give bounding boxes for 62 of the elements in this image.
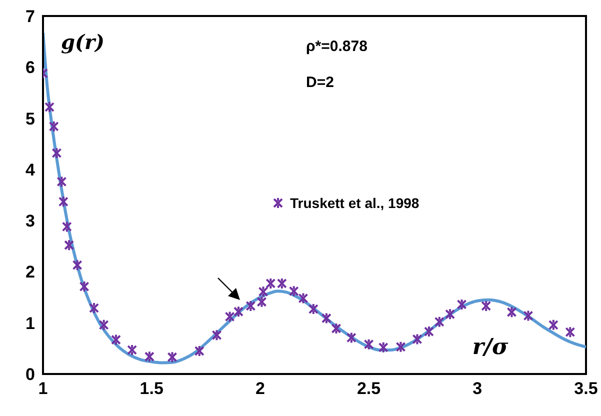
point — [288, 285, 299, 298]
point — [127, 344, 138, 356]
point — [396, 340, 406, 353]
point — [144, 350, 154, 363]
point — [298, 292, 308, 304]
point — [308, 303, 318, 316]
point — [58, 196, 68, 208]
annotation: ρ*=0.878 — [306, 38, 368, 55]
annotation: D=2 — [306, 74, 334, 91]
x-axis-title: r/σ — [472, 334, 508, 360]
point — [56, 176, 67, 188]
y-tick-label: 1 — [26, 314, 35, 333]
y-tick-label: 4 — [26, 160, 36, 180]
point — [224, 310, 235, 323]
point — [98, 318, 109, 331]
x-tick-label: 1 — [38, 379, 48, 398]
y-tick-label: 5 — [26, 109, 35, 128]
x-tick-label: 3 — [472, 379, 482, 398]
x-tick-label: 2 — [255, 379, 265, 398]
y-tick-label: 0 — [26, 365, 35, 384]
point — [64, 239, 74, 252]
x-tick-label: 2.5 — [356, 379, 381, 398]
point — [445, 308, 456, 320]
point — [266, 277, 276, 290]
point — [79, 280, 90, 293]
point — [434, 316, 444, 328]
point — [62, 220, 72, 233]
point — [72, 259, 82, 272]
legend-label: Truskett et al., 1998 — [290, 195, 420, 211]
x-tick-label: 1.5 — [140, 379, 164, 398]
point — [424, 326, 434, 338]
point — [346, 332, 356, 344]
y-tick-label: 3 — [26, 212, 35, 231]
point — [167, 351, 178, 364]
point — [412, 333, 422, 346]
point — [456, 298, 467, 310]
point — [364, 338, 374, 350]
point — [110, 334, 121, 346]
point — [52, 147, 62, 160]
y-tick-label: 7 — [26, 7, 35, 26]
point — [276, 277, 287, 290]
point — [246, 300, 256, 312]
point — [548, 318, 558, 331]
point — [194, 344, 204, 357]
point — [233, 306, 244, 318]
point — [321, 312, 332, 324]
x-tick-label: 3.5 — [574, 379, 598, 398]
point — [331, 322, 342, 334]
y-axis-title: g(r) — [61, 30, 104, 54]
point — [481, 300, 492, 312]
point — [506, 306, 517, 318]
point — [258, 286, 268, 298]
y-tick-label: 6 — [26, 58, 35, 78]
point — [256, 296, 267, 308]
point — [378, 341, 388, 354]
y-tick-label: 2 — [26, 262, 35, 282]
point — [89, 302, 100, 314]
point — [44, 101, 55, 114]
point — [212, 329, 222, 342]
point — [48, 120, 59, 132]
point — [523, 310, 534, 322]
point — [565, 326, 576, 338]
